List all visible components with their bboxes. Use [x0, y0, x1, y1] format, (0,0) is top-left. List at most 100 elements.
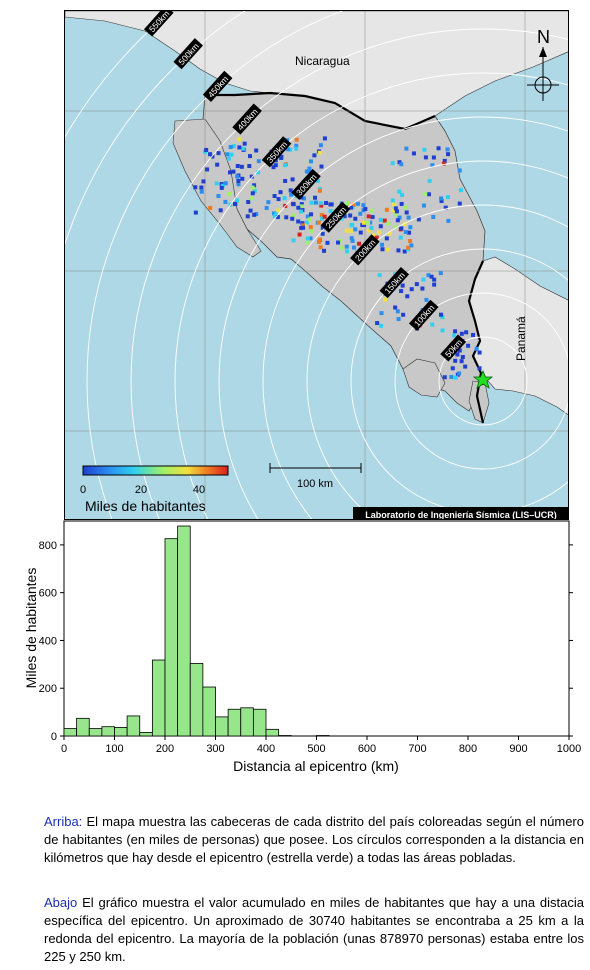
population-marker [380, 247, 385, 252]
population-marker [319, 164, 324, 169]
population-marker [423, 155, 428, 160]
population-marker [322, 214, 327, 219]
population-marker [235, 174, 240, 179]
population-marker [420, 286, 425, 291]
population-marker [440, 315, 445, 320]
population-marker [282, 196, 287, 201]
population-marker [442, 158, 447, 163]
population-marker [390, 161, 395, 166]
population-marker [226, 191, 231, 196]
population-marker [397, 189, 402, 194]
population-marker [361, 203, 366, 208]
population-marker [351, 245, 356, 250]
population-marker [234, 198, 239, 203]
population-marker [366, 228, 371, 233]
histogram-bar [252, 708, 267, 737]
north-arrow: N [527, 27, 559, 101]
population-marker [439, 312, 444, 317]
population-marker [291, 213, 296, 218]
population-marker [345, 249, 350, 254]
population-marker [275, 215, 280, 220]
population-marker [446, 152, 451, 157]
population-marker [426, 192, 431, 197]
population-marker [342, 214, 347, 219]
population-marker [440, 328, 445, 333]
population-marker [399, 162, 404, 167]
population-marker [336, 240, 341, 245]
x-tick-label: 900 [509, 743, 527, 755]
population-marker [391, 208, 396, 213]
population-marker [297, 232, 302, 237]
epicenter-distance-map: 50km100km150km200km250km300km350km400km4… [65, 11, 568, 519]
population-marker [463, 364, 468, 369]
population-marker [394, 212, 399, 217]
nicaragua-label: Nicaragua [295, 54, 350, 68]
population-marker [443, 205, 448, 210]
population-marker [201, 179, 206, 184]
population-marker [338, 238, 343, 243]
population-marker [218, 208, 223, 213]
population-marker [318, 245, 323, 250]
population-marker [453, 375, 458, 380]
population-marker [247, 154, 252, 159]
distance-ring [262, 160, 568, 519]
population-marker [459, 331, 464, 336]
x-tick-label: 300 [206, 743, 224, 755]
distance-ring [394, 292, 568, 470]
histogram-bar [139, 732, 153, 737]
population-marker [272, 214, 277, 219]
population-marker [307, 166, 312, 171]
population-marker [384, 236, 389, 241]
population-marker [398, 235, 403, 240]
histogram-bar [227, 708, 242, 737]
population-marker [406, 245, 411, 250]
population-marker [453, 329, 458, 334]
population-marker [385, 247, 390, 252]
population-marker [301, 225, 306, 230]
population-marker [432, 282, 437, 287]
population-marker [241, 146, 246, 151]
population-marker [319, 216, 324, 221]
population-marker [457, 348, 462, 353]
colorbar-tick-0: 0 [80, 484, 86, 496]
population-marker [252, 183, 257, 188]
population-marker [308, 159, 313, 164]
population-marker [402, 221, 407, 226]
population-marker [409, 243, 414, 248]
population-marker [208, 152, 213, 157]
population-marker [408, 239, 413, 244]
population-marker [233, 201, 238, 206]
histogram-bars [63, 525, 330, 737]
population-marker [405, 294, 410, 299]
population-marker [315, 178, 320, 183]
population-marker [216, 194, 221, 199]
colorbar-tick-20: 20 [135, 484, 147, 496]
population-marker [430, 163, 435, 168]
histogram-bar [126, 715, 141, 737]
osa-peninsula [402, 358, 446, 398]
population-marker [380, 242, 385, 247]
population-marker [300, 223, 305, 228]
population-marker [466, 343, 471, 348]
population-marker [414, 282, 419, 287]
population-marker [298, 209, 303, 214]
y-tick-label: 800 [39, 540, 57, 552]
population-marker [285, 147, 290, 152]
distance-ring [438, 336, 528, 426]
caption-bottom: Abajo El gráfico muestra el valor acumul… [44, 894, 584, 966]
population-marker [235, 164, 240, 169]
population-marker [426, 273, 431, 278]
population-marker [455, 352, 460, 357]
population-marker [377, 273, 382, 278]
population-marker [317, 188, 322, 193]
population-marker [320, 231, 325, 236]
population-marker [376, 230, 381, 235]
population-marker [316, 240, 321, 245]
population-marker [422, 147, 427, 152]
population-marker [249, 174, 254, 179]
population-marker [239, 164, 244, 169]
population-marker [283, 178, 288, 183]
caption-bottom-text: El gráfico muestra el valor acumulado en… [44, 895, 584, 964]
population-marker [247, 164, 252, 169]
population-marker [229, 152, 234, 157]
